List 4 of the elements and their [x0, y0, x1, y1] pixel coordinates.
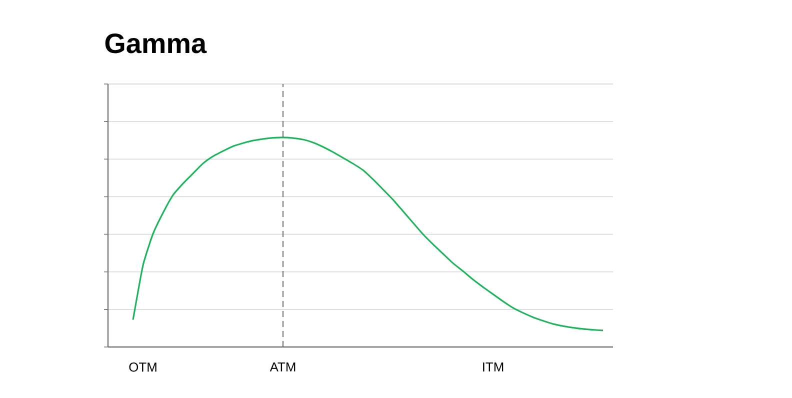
chart-title: Gamma	[105, 34, 207, 54]
x-tick-label: ATM	[270, 362, 296, 372]
x-tick-label: ITM	[483, 362, 504, 372]
x-tick-label: OTM	[129, 362, 156, 372]
